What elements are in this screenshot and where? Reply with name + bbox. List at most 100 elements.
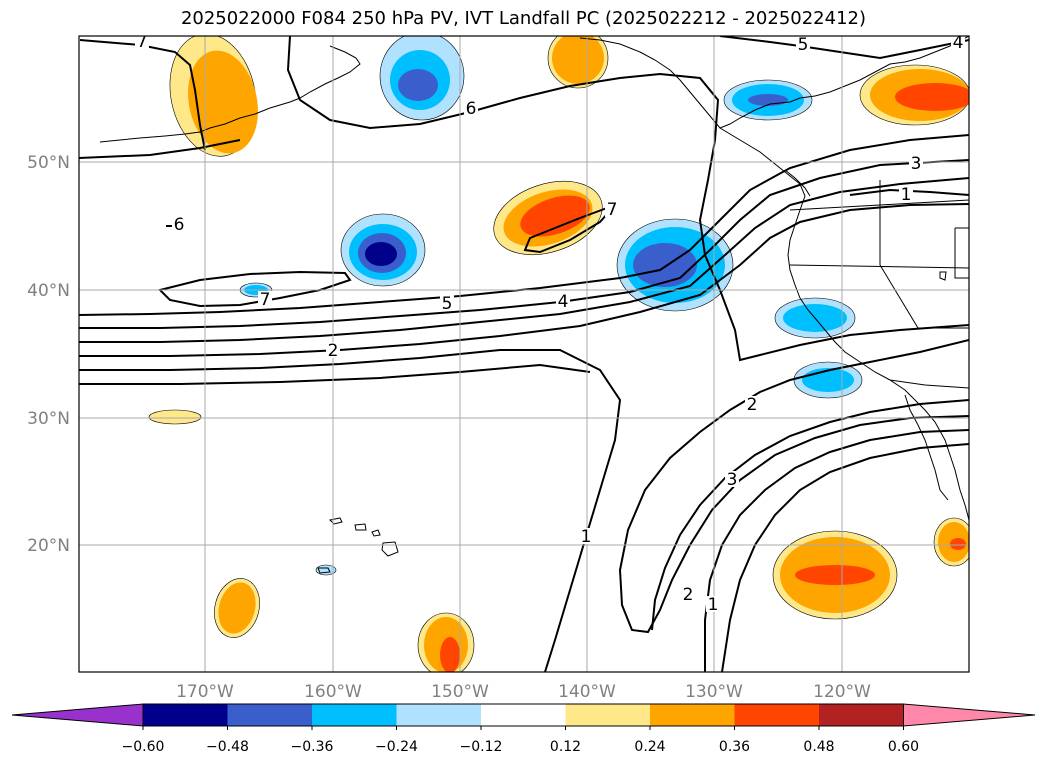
map-title: 2025022000 F084 250 hPa PV, IVT Landfall…: [180, 8, 867, 29]
coastlines: [99, 36, 969, 521]
contour-1-far-south: [721, 443, 969, 672]
anomaly-level: [148, 409, 202, 425]
contour-5: [79, 134, 969, 316]
lat-label: 50°N: [27, 153, 70, 173]
anomaly-level: [520, 195, 590, 237]
contour-label-bg: [745, 396, 759, 412]
anomaly-shading: [148, 36, 969, 672]
contour-label-bg: [605, 201, 619, 217]
contour-7-loop: [158, 270, 352, 308]
contour-2-south-inner: [651, 399, 969, 631]
contour-label-bg: [172, 216, 186, 232]
contour-label-bg: [706, 596, 720, 612]
contour-label-bg: [909, 155, 923, 171]
contour-label-bg: [951, 36, 965, 50]
positive-anomaly: [547, 36, 609, 89]
contour-7-mid: [523, 204, 616, 254]
lon-label: 130°W: [685, 682, 743, 702]
colorbar-outline: [142, 703, 904, 727]
contour-label-bg: [899, 186, 913, 202]
lat-label: 20°N: [27, 536, 70, 556]
contour-3: [79, 177, 969, 343]
lon-label: 150°W: [431, 682, 489, 702]
lon-label: 120°W: [813, 682, 871, 702]
alaska-coast: [579, 36, 969, 129]
contour-label: 6: [174, 215, 185, 235]
negative-anomaly: [340, 213, 426, 287]
hawaii-4: [381, 541, 399, 557]
contour-label: 3: [911, 154, 922, 174]
anomaly-level: [365, 242, 397, 266]
colorbar-extend-low: [11, 703, 144, 727]
contour-label: 2: [683, 585, 694, 605]
bc-coast: [719, 127, 969, 521]
colorbar-segment: [227, 704, 312, 726]
colorbar-tick-labels: −0.60 −0.48 −0.36 −0.24 −0.12 0.12 0.24 0.36 0.4…: [122, 739, 920, 755]
contour-label: 6: [466, 99, 477, 119]
colorbar-segment: [650, 704, 735, 726]
contour-label-bg: [326, 342, 340, 358]
contour-3-south: [704, 429, 969, 672]
anomaly-level: [950, 538, 966, 550]
positive-anomaly: [772, 530, 898, 620]
idaho-border: [954, 227, 969, 279]
anomaly-level: [795, 565, 875, 585]
colorbar-tick-label: 0.12: [550, 739, 581, 755]
contour-label: 7: [260, 290, 271, 310]
positive-anomaly: [214, 578, 260, 638]
contour-label-bg: [796, 36, 810, 52]
anomaly-level: [440, 637, 460, 672]
contour-2-south: [79, 363, 591, 385]
colorbar-tick-label: −0.36: [291, 739, 334, 755]
hawaii-2: [354, 523, 367, 531]
contour-label-bg: [681, 586, 695, 602]
aleutians: [99, 45, 361, 143]
lon-label: 170°W: [176, 682, 234, 702]
state-border-3: [789, 264, 969, 269]
contour-1-south-inner: [618, 339, 969, 634]
contour-4: [79, 159, 969, 329]
colorbar-tick-label: −0.60: [122, 739, 165, 755]
colorbar-extend-high: [903, 703, 1036, 727]
contour-2: [79, 203, 969, 357]
lat-label: 40°N: [27, 281, 70, 301]
colorbar-tick-label: −0.24: [375, 739, 418, 755]
colorbar-segment: [565, 704, 650, 726]
latitude-labels: 50°N 40°N 30°N 20°N: [27, 153, 70, 556]
contour-label: 3: [727, 470, 738, 490]
contour-1: [79, 349, 622, 672]
colorbar-segment: [312, 704, 397, 726]
positive-anomaly: [933, 517, 969, 567]
negative-anomaly: [616, 218, 734, 312]
negative-anomaly: [793, 361, 863, 399]
colorbar-tick-label: 0.24: [634, 739, 665, 755]
anomaly-level: [748, 94, 788, 106]
contour-label: 4: [558, 292, 569, 312]
vancouver-island: [784, 169, 811, 197]
contour-label-bg: [258, 291, 272, 307]
gridlines: [79, 36, 969, 672]
anomaly-level: [188, 50, 258, 154]
contour-label: 1: [581, 527, 592, 547]
map-frame: [78, 35, 970, 673]
colorbar-segment: [143, 704, 228, 726]
colorbar-tick-label: 0.60: [888, 739, 919, 755]
positive-anomaly: [417, 612, 475, 672]
anomaly-level: [633, 243, 697, 287]
colorbar-tick-label: 0.36: [719, 739, 750, 755]
pv-contours: [79, 36, 969, 672]
contour-label: 7: [607, 200, 618, 220]
hawaii-3: [371, 529, 381, 537]
positive-anomaly: [169, 36, 258, 157]
contour-label: 7: [137, 32, 148, 52]
lon-label: 140°W: [558, 682, 616, 702]
contour-6-loop: [286, 36, 969, 362]
contour-label: 1: [901, 185, 912, 205]
lon-label: 160°W: [304, 682, 362, 702]
contour-6-west: [79, 139, 241, 159]
anomaly-level: [802, 368, 854, 392]
contour-label-bg: [579, 528, 593, 544]
lat-label: 30°N: [27, 409, 70, 429]
